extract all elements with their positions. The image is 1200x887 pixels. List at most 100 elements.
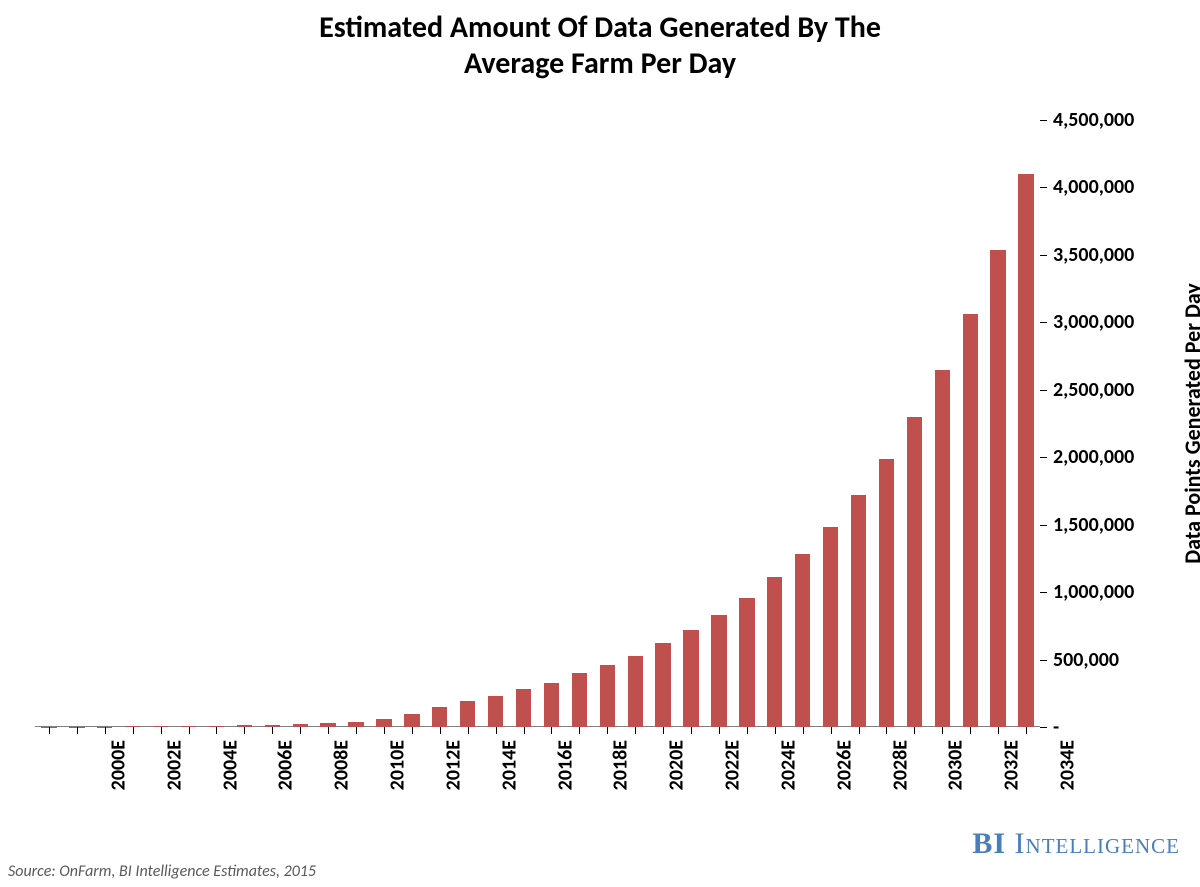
x-tick-mark — [775, 727, 776, 734]
x-tick-label: 2026E — [832, 740, 856, 790]
y-tick-mark — [1040, 727, 1047, 728]
y-tick-mark — [1040, 187, 1047, 188]
bar — [488, 696, 503, 727]
x-tick-mark — [579, 727, 580, 734]
x-tick-mark — [328, 727, 329, 734]
y-tick-label: 4,500,000 — [1053, 108, 1173, 132]
bar — [711, 615, 726, 727]
bar — [404, 714, 419, 727]
x-tick-mark — [886, 727, 887, 734]
bar — [516, 689, 531, 727]
x-tick-mark — [133, 727, 134, 734]
x-tick-mark — [691, 727, 692, 734]
y-tick-mark — [1040, 525, 1047, 526]
bar — [432, 707, 447, 727]
chart-container: Estimated Amount Of Data Generated By Th… — [0, 0, 1200, 887]
bar — [963, 314, 978, 727]
x-tick-mark — [105, 727, 106, 734]
bar — [544, 683, 559, 728]
y-axis-title: Data Points Generated Per Day — [1179, 120, 1200, 727]
bar — [600, 665, 615, 727]
bar — [767, 577, 782, 727]
x-tick-label: 2008E — [330, 740, 354, 790]
x-tick-mark — [942, 727, 943, 734]
chart-title: Estimated Amount Of Data Generated By Th… — [0, 10, 1200, 82]
x-tick-mark — [161, 727, 162, 734]
y-tick-label: 1,500,000 — [1053, 513, 1173, 537]
brand-bi-text: BI — [972, 827, 1006, 860]
y-tick-mark — [1040, 255, 1047, 256]
bar — [1018, 174, 1033, 727]
x-tick-mark — [300, 727, 301, 734]
x-tick-mark — [635, 727, 636, 734]
bar — [795, 554, 810, 727]
x-tick-mark — [607, 727, 608, 734]
bar — [572, 673, 587, 727]
x-tick-label: 2012E — [441, 740, 465, 790]
x-tick-mark — [524, 727, 525, 734]
y-tick-label: 2,000,000 — [1053, 445, 1173, 469]
x-tick-mark — [496, 727, 497, 734]
x-tick-label: 2002E — [162, 740, 186, 790]
bar — [935, 370, 950, 727]
bar — [907, 417, 922, 727]
bar — [879, 459, 894, 727]
y-tick-label: 500,000 — [1053, 648, 1173, 672]
x-tick-mark — [747, 727, 748, 734]
y-tick-label: - — [1053, 715, 1173, 739]
x-tick-mark — [216, 727, 217, 734]
y-tick-mark — [1040, 120, 1047, 121]
x-tick-mark — [970, 727, 971, 734]
x-tick-mark — [468, 727, 469, 734]
x-tick-mark — [440, 727, 441, 734]
y-tick-mark — [1040, 660, 1047, 661]
x-tick-mark — [272, 727, 273, 734]
brand-intelligence-text: Intelligence — [1006, 827, 1180, 860]
x-tick-mark — [663, 727, 664, 734]
brand-logo: BI Intelligence — [972, 827, 1180, 861]
y-tick-label: 3,000,000 — [1053, 310, 1173, 334]
y-tick-label: 3,500,000 — [1053, 243, 1173, 267]
y-tick-mark — [1040, 322, 1047, 323]
x-tick-mark — [356, 727, 357, 734]
x-tick-label: 2010E — [385, 740, 409, 790]
x-tick-mark — [859, 727, 860, 734]
y-tick-label: 2,500,000 — [1053, 378, 1173, 402]
y-tick-mark — [1040, 592, 1047, 593]
x-tick-label: 2004E — [218, 740, 242, 790]
x-tick-mark — [719, 727, 720, 734]
x-tick-label: 2016E — [553, 740, 577, 790]
x-tick-mark — [803, 727, 804, 734]
bar — [683, 630, 698, 727]
bar — [990, 250, 1005, 728]
x-tick-label: 2020E — [665, 740, 689, 790]
x-tick-mark — [914, 727, 915, 734]
x-tick-mark — [77, 727, 78, 734]
x-tick-mark — [831, 727, 832, 734]
x-tick-label: 2006E — [274, 740, 298, 790]
source-attribution: Source: OnFarm, BI Intelligence Estimate… — [8, 862, 316, 881]
x-tick-label: 2024E — [776, 740, 800, 790]
x-tick-mark — [189, 727, 190, 734]
x-tick-mark — [384, 727, 385, 734]
y-tick-mark — [1040, 390, 1047, 391]
x-tick-mark — [412, 727, 413, 734]
bar — [460, 701, 475, 727]
x-tick-label: 2032E — [1000, 740, 1024, 790]
x-tick-mark — [551, 727, 552, 734]
bar — [739, 598, 754, 727]
x-tick-label: 2000E — [106, 740, 130, 790]
bar — [851, 495, 866, 727]
x-tick-label: 2028E — [888, 740, 912, 790]
y-tick-label: 4,000,000 — [1053, 175, 1173, 199]
x-tick-label: 2022E — [720, 740, 744, 790]
bar — [823, 527, 838, 727]
x-tick-label: 2034E — [1055, 740, 1079, 790]
x-tick-mark — [49, 727, 50, 734]
bar — [628, 656, 643, 727]
x-tick-label: 2014E — [497, 740, 521, 790]
bar — [655, 643, 670, 727]
x-tick-mark — [1026, 727, 1027, 734]
x-tick-mark — [244, 727, 245, 734]
x-tick-mark — [998, 727, 999, 734]
